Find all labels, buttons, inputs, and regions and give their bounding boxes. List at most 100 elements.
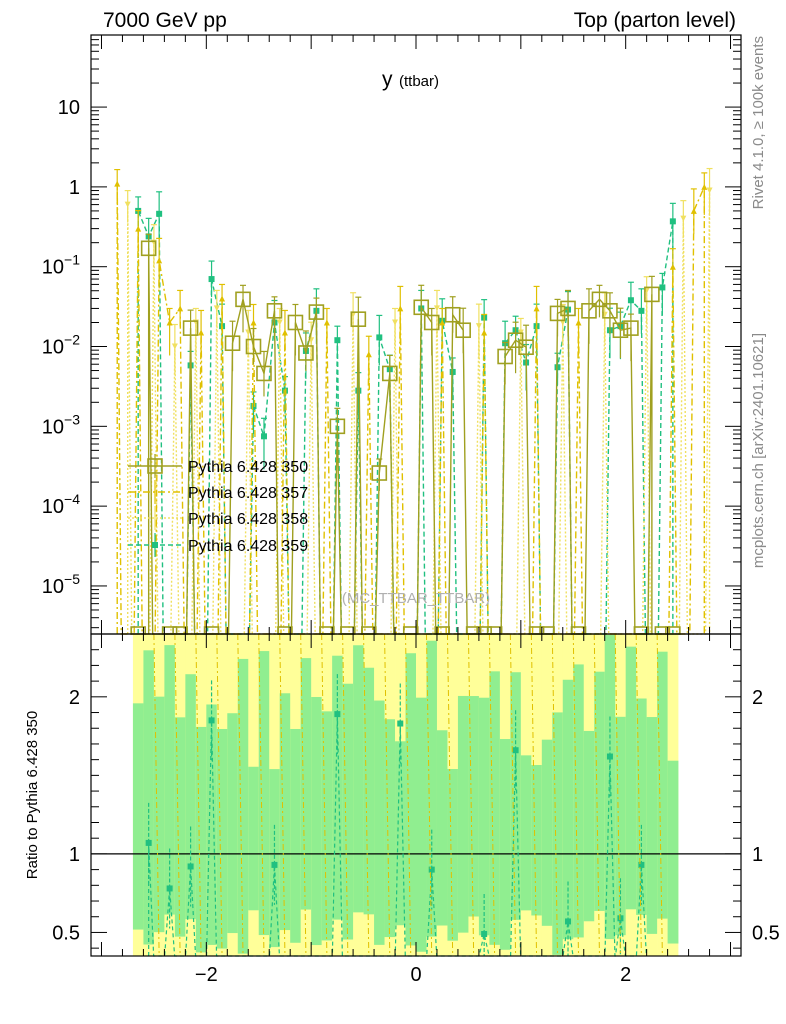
legend-label: Pythia 6.428 358 (188, 511, 308, 528)
data-point (602, 303, 618, 319)
data-point (182, 320, 199, 336)
data-point (680, 215, 687, 222)
ratio-line-357 (446, 633, 454, 957)
ratio-line-357 (216, 633, 223, 957)
green-band (615, 716, 626, 936)
green-band (657, 651, 668, 919)
data-point (250, 402, 257, 409)
legend-label: Pythia 6.428 359 (188, 538, 308, 555)
ratio-point (271, 861, 278, 868)
data-point (669, 218, 676, 225)
green-band (164, 645, 176, 915)
ratio-point (208, 717, 215, 724)
series-line (116, 183, 706, 635)
green-band (436, 730, 448, 926)
green-band (667, 760, 679, 944)
data-point (371, 465, 388, 481)
data-point (706, 187, 713, 194)
green-band (311, 697, 322, 946)
green-band (552, 712, 564, 955)
data-point (355, 387, 362, 394)
ratio-uncertainty-bands (91, 634, 741, 956)
green-band (520, 755, 532, 911)
y-tick-label: 10−2 (42, 332, 80, 359)
data-point (219, 295, 226, 302)
x-tick-label: 0 (410, 964, 421, 986)
plot-title-sub: (ttbar) (399, 73, 439, 90)
green-band (646, 717, 658, 934)
ratio-point (565, 918, 572, 925)
rivet-version-text: Rivet 4.1.0, ≥ 100k events (750, 36, 767, 209)
ratio-line-357 (467, 633, 475, 957)
data-point (423, 314, 440, 331)
green-band (416, 697, 427, 952)
data-point (323, 319, 330, 326)
data-point (208, 276, 215, 283)
ratio-point (481, 931, 488, 938)
legend: Pythia 6.428 350 Pythia 6.428 357 Pythia 6… (128, 454, 308, 557)
ratio-line-357 (258, 633, 265, 957)
data-point (140, 240, 157, 257)
x-tick-label: −2 (195, 964, 218, 986)
data-point (439, 319, 446, 326)
data-point (612, 322, 629, 339)
y-tick-label: 10−4 (42, 491, 80, 518)
data-point (198, 329, 205, 336)
green-band (604, 634, 616, 940)
data-point (334, 337, 341, 344)
ratio-point (638, 861, 645, 868)
green-band (363, 667, 375, 915)
ratio-y-tick-label-right: 1 (752, 844, 763, 866)
data-point (560, 300, 576, 317)
data-point (250, 319, 257, 326)
data-point (518, 339, 534, 356)
ratio-y-tick-label-right: 0.5 (752, 922, 780, 944)
y-tick-label: 10−1 (42, 252, 80, 279)
green-band (279, 693, 291, 931)
green-band (195, 726, 207, 953)
data-point (276, 319, 283, 326)
data-point (623, 320, 639, 336)
header-right-title: Top (parton level) (574, 9, 736, 32)
x-tick-label: 2 (620, 964, 631, 986)
data-point (365, 351, 372, 358)
ratio-y-tick-label: 0.5 (52, 922, 80, 944)
data-point (156, 257, 163, 264)
series-pythia-6.428-357 (114, 168, 708, 635)
green-band (174, 717, 186, 937)
green-band (447, 769, 459, 941)
data-point (224, 335, 241, 352)
mcplots-reference-text: mcplots.cern.ch [arXiv:2401.10621] (750, 333, 767, 568)
data-point (659, 284, 666, 291)
data-point (591, 291, 608, 308)
data-point (455, 322, 471, 339)
data-point (638, 307, 645, 314)
data-point (156, 210, 163, 217)
data-point (669, 263, 676, 270)
ratio-line-357 (656, 633, 663, 957)
data-point (135, 225, 142, 232)
ratio-line-357 (300, 633, 307, 957)
green-band (531, 765, 543, 916)
legend-marker (152, 542, 158, 548)
green-band (384, 719, 396, 938)
ratio-line-357 (363, 633, 370, 957)
data-point (644, 286, 660, 303)
ratio-point (617, 915, 624, 922)
ratio-y-tick-label: 1 (69, 844, 80, 866)
data-point (581, 303, 597, 319)
ratio-line-357 (153, 633, 160, 957)
green-band (321, 711, 333, 941)
ratio-line-357 (237, 633, 244, 957)
upper-panel-series (114, 167, 713, 635)
data-point (381, 365, 398, 382)
green-band (573, 664, 585, 938)
data-point (449, 368, 456, 375)
green-band (489, 671, 501, 945)
legend-label: Pythia 6.428 357 (188, 485, 308, 502)
ratio-line-357 (195, 633, 202, 957)
green-band (185, 674, 197, 920)
green-band (426, 640, 438, 937)
ratio-line-357 (405, 633, 412, 957)
data-point (376, 334, 383, 341)
